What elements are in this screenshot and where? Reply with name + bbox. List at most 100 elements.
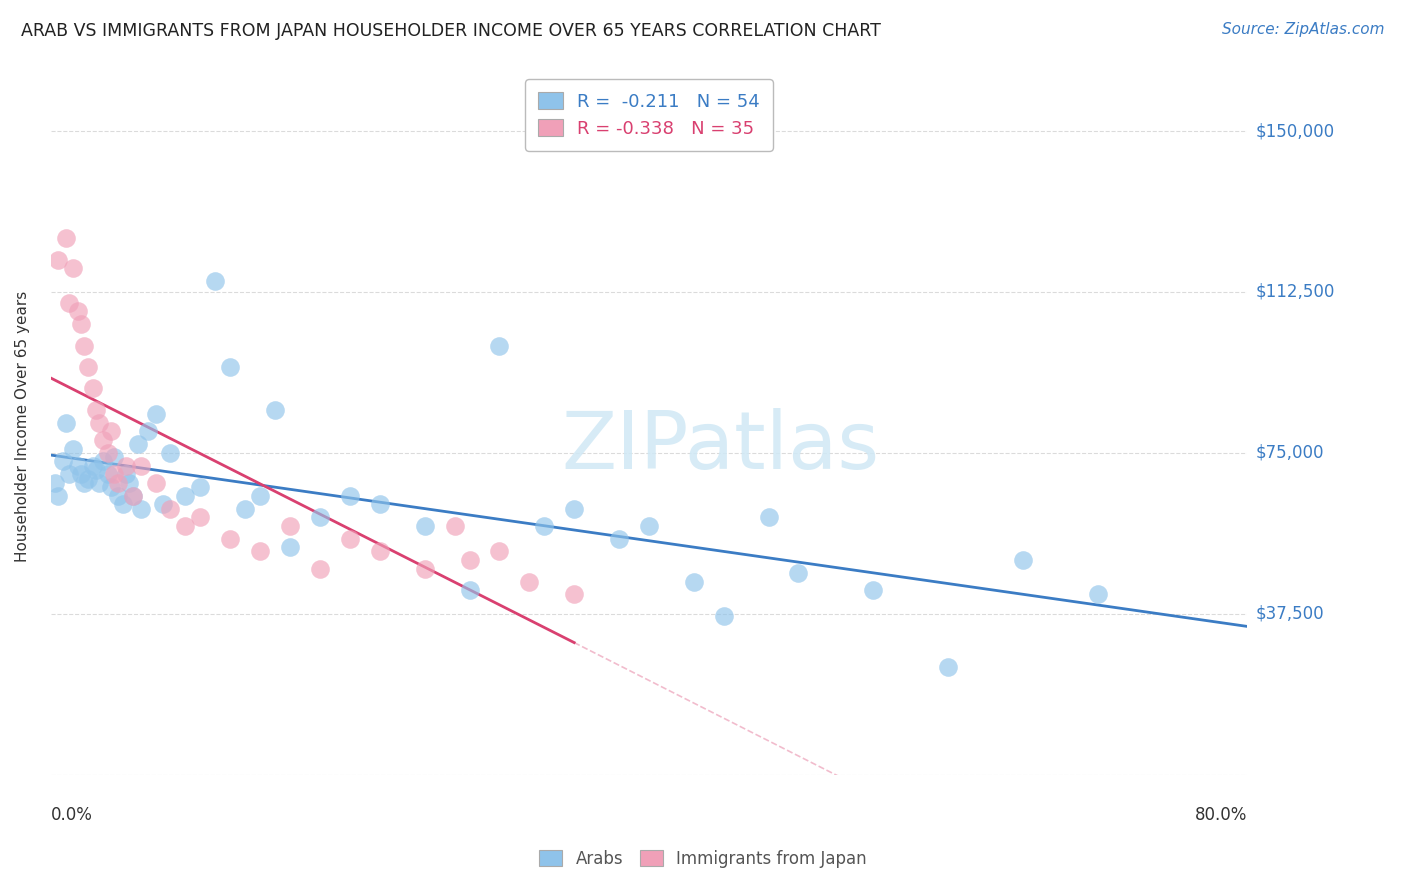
Point: [129, 501, 152, 516]
Point: [278, 540, 301, 554]
Point: [62, 442, 84, 456]
Point: [368, 544, 391, 558]
Point: [136, 425, 159, 439]
Point: [77, 359, 100, 374]
Point: [517, 574, 540, 589]
Point: [91, 454, 114, 468]
Point: [278, 518, 301, 533]
Point: [713, 608, 735, 623]
Point: [82, 458, 104, 473]
Point: [66, 458, 89, 473]
Point: [62, 261, 84, 276]
Point: [46, 252, 69, 267]
Point: [249, 544, 271, 558]
Point: [443, 518, 465, 533]
Point: [413, 562, 436, 576]
Point: [117, 475, 139, 490]
Point: [69, 317, 91, 331]
Point: [73, 338, 96, 352]
Point: [145, 475, 167, 490]
Point: [682, 574, 704, 589]
Point: [91, 433, 114, 447]
Legend: R =  -0.211   N = 54, R = -0.338   N = 35: R = -0.211 N = 54, R = -0.338 N = 35: [524, 79, 773, 151]
Point: [190, 480, 212, 494]
Text: ARAB VS IMMIGRANTS FROM JAPAN HOUSEHOLDER INCOME OVER 65 YEARS CORRELATION CHART: ARAB VS IMMIGRANTS FROM JAPAN HOUSEHOLDE…: [21, 22, 882, 40]
Point: [368, 497, 391, 511]
Point: [159, 501, 181, 516]
Point: [58, 467, 80, 482]
Point: [103, 450, 125, 464]
Point: [1011, 553, 1033, 567]
Point: [82, 382, 104, 396]
Point: [190, 510, 212, 524]
Point: [339, 532, 361, 546]
Point: [129, 458, 152, 473]
Point: [638, 518, 661, 533]
Text: 0.0%: 0.0%: [51, 806, 93, 824]
Point: [233, 501, 256, 516]
Point: [66, 304, 89, 318]
Y-axis label: Householder Income Over 65 years: Householder Income Over 65 years: [15, 291, 30, 562]
Point: [107, 489, 129, 503]
Point: [152, 497, 174, 511]
Point: [97, 467, 120, 482]
Text: $75,000: $75,000: [1256, 444, 1324, 462]
Point: [936, 660, 959, 674]
Point: [533, 518, 555, 533]
Point: [114, 467, 136, 482]
Point: [122, 489, 145, 503]
Point: [458, 583, 481, 598]
Text: $112,500: $112,500: [1256, 283, 1334, 301]
Point: [77, 472, 100, 486]
Point: [100, 480, 122, 494]
Point: [159, 446, 181, 460]
Point: [309, 510, 332, 524]
Legend: Arabs, Immigrants from Japan: Arabs, Immigrants from Japan: [533, 844, 873, 875]
Point: [44, 475, 66, 490]
Point: [111, 497, 134, 511]
Point: [127, 437, 149, 451]
Point: [562, 501, 585, 516]
Point: [107, 475, 129, 490]
Point: [103, 467, 125, 482]
Point: [174, 518, 197, 533]
Point: [219, 532, 242, 546]
Point: [73, 475, 96, 490]
Point: [46, 489, 69, 503]
Point: [219, 359, 242, 374]
Text: $150,000: $150,000: [1256, 122, 1334, 140]
Point: [309, 562, 332, 576]
Point: [758, 510, 780, 524]
Point: [488, 338, 510, 352]
Point: [122, 489, 145, 503]
Point: [84, 463, 107, 477]
Point: [55, 231, 77, 245]
Point: [145, 407, 167, 421]
Point: [97, 446, 120, 460]
Point: [607, 532, 630, 546]
Point: [1087, 587, 1109, 601]
Point: [264, 403, 287, 417]
Text: Source: ZipAtlas.com: Source: ZipAtlas.com: [1222, 22, 1385, 37]
Point: [174, 489, 197, 503]
Point: [339, 489, 361, 503]
Point: [204, 274, 226, 288]
Point: [52, 454, 75, 468]
Text: $37,500: $37,500: [1256, 605, 1324, 623]
Point: [249, 489, 271, 503]
Point: [84, 403, 107, 417]
Text: ZIPatlas: ZIPatlas: [561, 408, 880, 486]
Point: [114, 458, 136, 473]
Point: [58, 295, 80, 310]
Text: 80.0%: 80.0%: [1195, 806, 1247, 824]
Point: [55, 416, 77, 430]
Point: [87, 475, 110, 490]
Point: [87, 416, 110, 430]
Point: [458, 553, 481, 567]
Point: [100, 425, 122, 439]
Point: [862, 583, 884, 598]
Point: [562, 587, 585, 601]
Point: [413, 518, 436, 533]
Point: [488, 544, 510, 558]
Point: [787, 566, 810, 580]
